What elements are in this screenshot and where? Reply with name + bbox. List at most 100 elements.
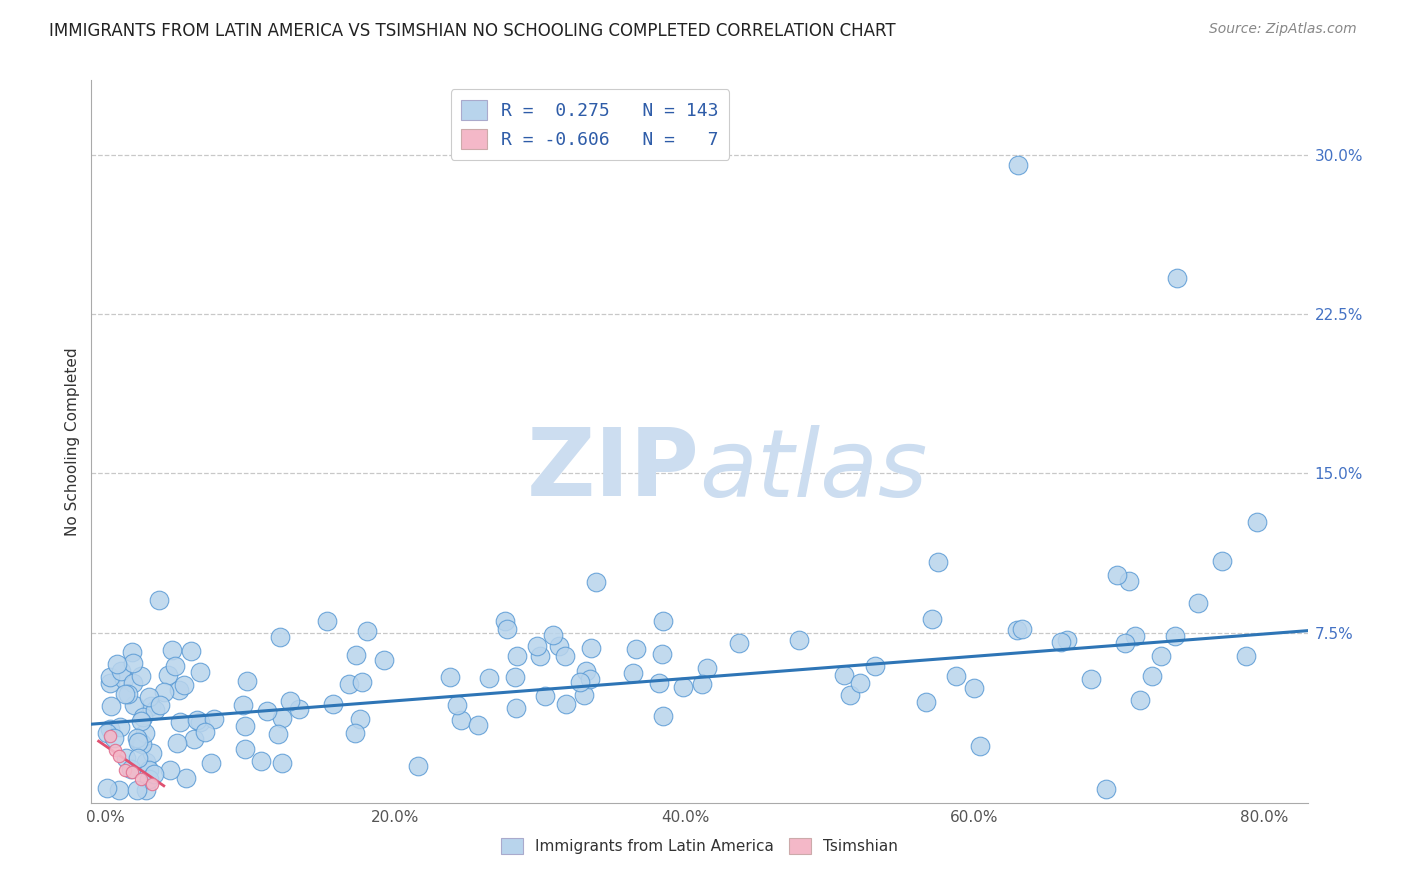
Point [153, 684, 176, 698]
Point [188, 715, 211, 730]
Point [356, 624, 378, 638]
Point [125, 731, 148, 746]
Point [352, 674, 374, 689]
Point [96, 726, 118, 740]
Point [1164, 629, 1187, 643]
Point [727, 636, 749, 650]
Point [349, 712, 371, 726]
Point [156, 667, 179, 681]
Point [100, 699, 122, 714]
Point [131, 737, 153, 751]
Point [1211, 554, 1233, 568]
Point [129, 772, 152, 786]
Point [202, 712, 225, 726]
Point [138, 690, 160, 704]
Point [569, 675, 592, 690]
Point [110, 664, 132, 678]
Point [494, 614, 516, 628]
Point [1080, 672, 1102, 686]
Point [173, 678, 195, 692]
Point [163, 659, 186, 673]
Point [344, 648, 367, 662]
Point [572, 688, 595, 702]
Point [117, 688, 139, 702]
Point [188, 665, 211, 679]
Point [121, 676, 143, 690]
Text: Source: ZipAtlas.com: Source: ZipAtlas.com [1209, 22, 1357, 37]
Point [575, 664, 598, 678]
Point [621, 666, 644, 681]
Point [122, 698, 145, 712]
Point [373, 653, 395, 667]
Point [1234, 648, 1257, 663]
Point [250, 754, 273, 768]
Point [450, 714, 472, 728]
Point [969, 739, 991, 753]
Point [838, 688, 860, 702]
Point [236, 674, 259, 689]
Point [149, 698, 172, 712]
Point [98, 722, 121, 736]
Point [232, 698, 254, 712]
Point [581, 641, 603, 656]
Point [139, 699, 162, 714]
Point [526, 639, 548, 653]
Point [96, 780, 118, 795]
Point [108, 748, 131, 763]
Point [505, 701, 527, 715]
Point [138, 772, 160, 786]
Point [127, 750, 149, 764]
Point [174, 771, 197, 785]
Point [134, 726, 156, 740]
Point [288, 701, 311, 715]
Text: atlas: atlas [699, 425, 928, 516]
Point [849, 676, 872, 690]
Point [1007, 623, 1029, 637]
Point [834, 668, 856, 682]
Point [129, 668, 152, 682]
Point [98, 670, 121, 684]
Point [105, 657, 128, 672]
Point [166, 735, 188, 749]
Point [1056, 633, 1078, 648]
Point [141, 747, 163, 761]
Point [495, 622, 517, 636]
Point [186, 714, 208, 728]
Point [343, 725, 366, 739]
Point [1095, 782, 1118, 797]
Point [865, 659, 887, 673]
Point [478, 671, 501, 685]
Point [141, 777, 163, 791]
Point [579, 673, 602, 687]
Point [672, 680, 695, 694]
Point [1107, 567, 1129, 582]
Point [129, 736, 152, 750]
Point [169, 714, 191, 729]
Point [132, 710, 155, 724]
Point [108, 783, 131, 797]
Point [120, 762, 142, 776]
Point [278, 694, 301, 708]
Point [269, 630, 291, 644]
Text: ZIP: ZIP [527, 425, 699, 516]
Point [652, 614, 675, 628]
Point [555, 697, 578, 711]
Point [554, 648, 576, 663]
Point [1011, 623, 1033, 637]
Point [322, 698, 344, 712]
Point [135, 755, 157, 769]
Point [337, 677, 360, 691]
Point [148, 593, 170, 607]
Point [121, 656, 143, 670]
Point [256, 704, 278, 718]
Point [1129, 693, 1152, 707]
Point [1118, 574, 1140, 588]
Point [547, 639, 569, 653]
Point [541, 628, 564, 642]
Point [103, 731, 125, 745]
Point [121, 645, 143, 659]
Point [506, 648, 529, 663]
Point [1140, 668, 1163, 682]
Point [439, 670, 461, 684]
Point [159, 763, 181, 777]
